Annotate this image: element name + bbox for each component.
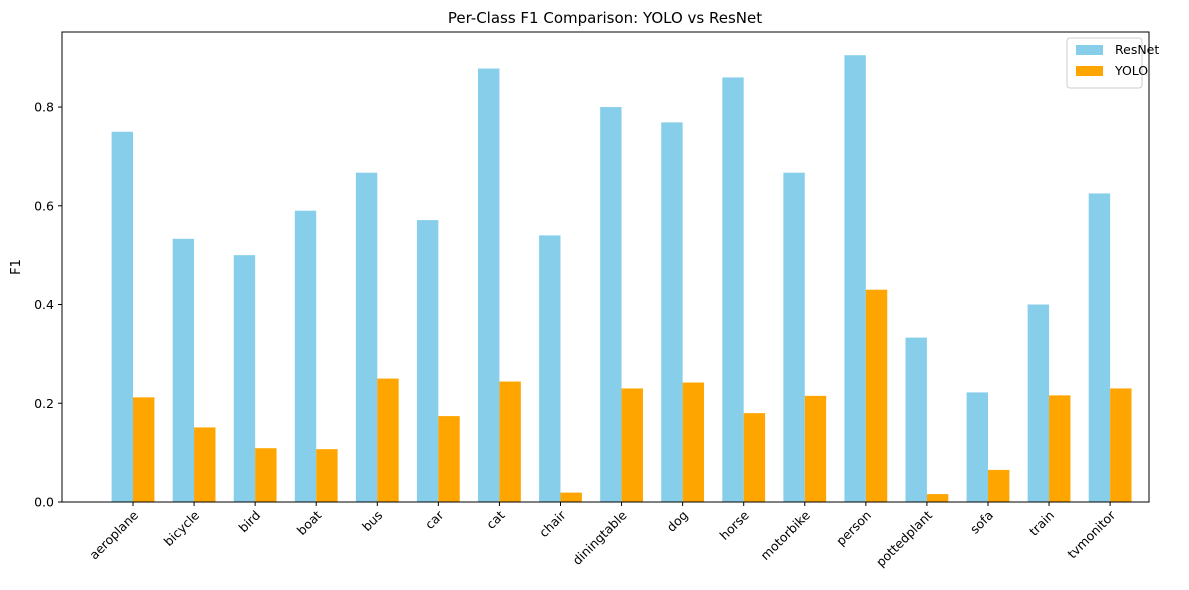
legend-swatch-yolo — [1076, 66, 1103, 76]
plot-frame — [61, 31, 1150, 503]
bar-yolo-motorbike — [804, 395, 827, 502]
bar-resnet-dog — [661, 122, 683, 502]
bar-resnet-train — [1027, 304, 1050, 502]
bar-yolo-tvmonitor — [1110, 388, 1132, 502]
bar-yolo-sofa — [987, 469, 1010, 502]
y-tick-label: 0.2 — [34, 396, 54, 411]
bar-resnet-horse — [722, 77, 744, 503]
bar-resnet-sofa — [966, 392, 988, 502]
bar-yolo-bicycle — [194, 427, 216, 502]
bar-yolo-person — [865, 289, 888, 502]
x-tick-label-train: train — [1026, 508, 1057, 539]
x-tick-label-person: person — [833, 508, 874, 549]
y-axis: 0.0 0.2 0.4 0.6 0.8 — [34, 100, 62, 510]
legend-label-resnet: ResNet — [1115, 42, 1159, 57]
x-tick-label-car: car — [422, 507, 447, 532]
chart-title: Per-Class F1 Comparison: YOLO vs ResNet — [448, 9, 762, 27]
bar-yolo-train — [1049, 395, 1071, 502]
x-tick-label-chair: chair — [536, 507, 569, 540]
y-tick-label: 0.8 — [34, 100, 54, 115]
y-axis-label: F1 — [9, 259, 24, 275]
bar-resnet-tvmonitor — [1088, 193, 1111, 502]
x-tick-label-boat: boat — [294, 507, 325, 538]
bar-yolo-bus — [377, 378, 399, 502]
x-tick-label-pottedplant: pottedplant — [873, 507, 935, 569]
bar-yolo-pottedplant — [926, 494, 949, 502]
x-axis: aeroplane bicycle bird boat bus car cat chair di… — [86, 502, 1119, 570]
bar-resnet-aeroplane — [111, 131, 133, 503]
legend-swatch-resnet — [1076, 45, 1103, 55]
bar-resnet-chair — [539, 235, 561, 502]
x-tick-label-sofa: sofa — [967, 508, 996, 537]
x-tick-label-tvmonitor: tvmonitor — [1064, 507, 1118, 561]
legend-label-yolo: YOLO — [1114, 63, 1148, 78]
x-tick-label-diningtable: diningtable — [569, 507, 630, 568]
y-tick-label: 0.0 — [34, 495, 54, 510]
bar-yolo-boat — [316, 449, 338, 502]
x-tick-label-bicycle: bicycle — [161, 507, 203, 549]
x-tick-label-bird: bird — [235, 508, 263, 536]
bar-resnet-car — [416, 220, 439, 502]
bar-yolo-chair — [560, 492, 582, 502]
bar-resnet-diningtable — [600, 107, 622, 502]
bar-resnet-bus — [355, 172, 378, 502]
bar-resnet-cat — [478, 68, 500, 502]
bar-resnet-bicycle — [172, 238, 195, 503]
bar-resnet-pottedplant — [905, 337, 927, 502]
bar-resnet-person — [844, 55, 866, 502]
bar-yolo-bird — [255, 448, 277, 502]
bar-resnet-boat — [294, 210, 317, 502]
bar-yolo-aeroplane — [133, 397, 155, 502]
bars-group — [111, 55, 1132, 503]
y-tick-label: 0.4 — [34, 297, 54, 312]
bar-yolo-horse — [743, 413, 766, 502]
bar-yolo-dog — [682, 382, 705, 502]
bar-resnet-motorbike — [783, 172, 805, 502]
x-tick-label-aeroplane: aeroplane — [86, 507, 141, 562]
x-tick-label-motorbike: motorbike — [757, 507, 813, 563]
legend: ResNet YOLO — [1066, 37, 1159, 89]
x-tick-label-dog: dog — [664, 508, 691, 535]
x-tick-label-horse: horse — [717, 507, 753, 543]
bar-yolo-car — [438, 416, 460, 502]
y-tick-label: 0.6 — [34, 198, 54, 213]
x-tick-label-cat: cat — [483, 507, 507, 531]
x-tick-label-bus: bus — [359, 508, 385, 534]
bar-resnet-bird — [233, 255, 256, 502]
bar-yolo-diningtable — [621, 388, 643, 502]
bar-yolo-cat — [499, 381, 521, 502]
